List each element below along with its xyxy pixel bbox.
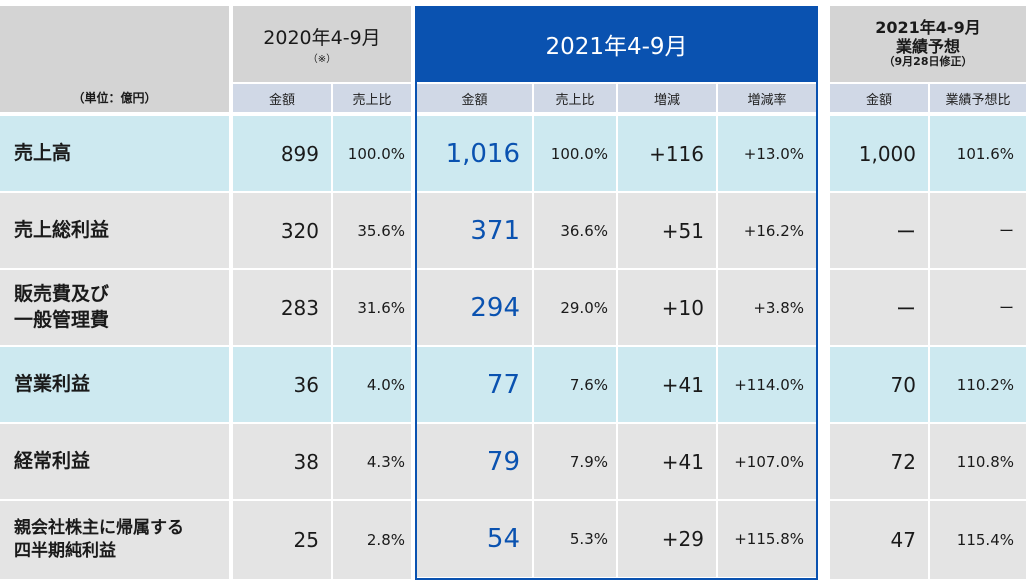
- prev-amount-cell: 38: [233, 424, 331, 499]
- sub-prev-amount-label: 金額: [268, 92, 295, 108]
- sub-curr-change-rate-label: 増減率: [747, 92, 787, 108]
- prev-period-header: 2020年4-9月 （※）: [233, 6, 411, 82]
- sub-prev-amount: 金額: [233, 84, 331, 112]
- table-row-label: 親会社株主に帰属する 四半期純利益: [0, 501, 229, 579]
- forecast-title-3: （9月28日修正）: [883, 55, 973, 69]
- sub-prev-ratio-label: 売上比: [352, 92, 392, 108]
- change-cell: +51: [618, 193, 716, 268]
- change-rate-cell: +115.8%: [718, 501, 816, 577]
- prev-period-note: （※）: [307, 54, 337, 65]
- change-rate-cell: +3.8%: [718, 270, 816, 345]
- forecast-title-1: 2021年4-9月: [875, 18, 981, 38]
- change-rate-cell: +16.2%: [718, 193, 816, 268]
- sub-fc-amount-label: 金額: [865, 92, 892, 108]
- change-cell: +116: [618, 116, 716, 191]
- sub-fc-ratio: 業績予想比: [930, 84, 1026, 112]
- fc-ratio-cell: 115.4%: [930, 501, 1026, 579]
- curr-ratio-cell: 5.3%: [534, 501, 616, 577]
- curr-ratio-cell: 36.6%: [534, 193, 616, 268]
- row-label-line: 販売費及び: [14, 282, 110, 305]
- change-cell: +41: [618, 347, 716, 422]
- fc-amount-cell: 72: [830, 424, 928, 499]
- curr-period-title: 2021年4-9月: [545, 34, 688, 60]
- prev-ratio-cell: 2.8%: [333, 501, 411, 579]
- row-label-line: 一般管理費: [14, 308, 110, 331]
- prev-ratio-cell: 100.0%: [333, 116, 411, 191]
- sub-curr-ratio: 売上比: [534, 84, 616, 112]
- unit-label: （単位：億円）: [72, 91, 157, 105]
- table-row-label: 経常利益: [0, 424, 229, 499]
- sub-curr-amount-label: 金額: [461, 92, 488, 108]
- sub-curr-change-label: 増減: [653, 92, 680, 108]
- curr-amount-cell: 1,016: [417, 116, 532, 191]
- table-row-label: 営業利益: [0, 347, 229, 422]
- row-label-line: 売上高: [14, 141, 72, 164]
- sub-prev-ratio: 売上比: [333, 84, 411, 112]
- row-label-line: 四半期純利益: [14, 541, 116, 561]
- row-label-line: 営業利益: [14, 372, 91, 395]
- prev-amount-cell: 283: [233, 270, 331, 345]
- change-cell: +10: [618, 270, 716, 345]
- prev-ratio-cell: 31.6%: [333, 270, 411, 345]
- curr-ratio-cell: 7.6%: [534, 347, 616, 422]
- fc-ratio-cell: 110.2%: [930, 347, 1026, 422]
- curr-ratio-cell: 7.9%: [534, 424, 616, 499]
- change-cell: +29: [618, 501, 716, 577]
- table-row-label: 売上高: [0, 116, 229, 191]
- fc-ratio-cell: ー: [930, 193, 1026, 268]
- table-row-label: 販売費及び一般管理費: [0, 270, 229, 345]
- curr-amount-cell: 294: [417, 270, 532, 345]
- change-rate-cell: +13.0%: [718, 116, 816, 191]
- fc-amount-cell: ー: [830, 193, 928, 268]
- change-rate-cell: +114.0%: [718, 347, 816, 422]
- forecast-title-2: 業績予想: [895, 36, 960, 56]
- curr-period-header: 2021年4-9月: [415, 6, 818, 82]
- sub-curr-ratio-label: 売上比: [555, 92, 595, 108]
- table-row-label: 売上総利益: [0, 193, 229, 268]
- fc-ratio-cell: 101.6%: [930, 116, 1026, 191]
- sub-curr-amount: 金額: [417, 84, 532, 112]
- forecast-header: 2021年4-9月 業績予想 （9月28日修正）: [830, 6, 1026, 82]
- curr-amount-cell: 54: [417, 501, 532, 577]
- prev-amount-cell: 320: [233, 193, 331, 268]
- change-rate-cell: +107.0%: [718, 424, 816, 499]
- prev-ratio-cell: 35.6%: [333, 193, 411, 268]
- curr-amount-cell: 371: [417, 193, 532, 268]
- prev-ratio-cell: 4.0%: [333, 347, 411, 422]
- change-cell: +41: [618, 424, 716, 499]
- fc-amount-cell: 47: [830, 501, 928, 579]
- sub-fc-amount: 金額: [830, 84, 928, 112]
- curr-amount-cell: 77: [417, 347, 532, 422]
- curr-amount-cell: 79: [417, 424, 532, 499]
- row-label-line: 親会社株主に帰属する: [14, 518, 184, 539]
- fc-amount-cell: 1,000: [830, 116, 928, 191]
- prev-amount-cell: 899: [233, 116, 331, 191]
- fc-ratio-cell: 110.8%: [930, 424, 1026, 499]
- sub-fc-ratio-label: 業績予想比: [945, 92, 1011, 108]
- fc-amount-cell: 70: [830, 347, 928, 422]
- row-label-line: 売上総利益: [14, 218, 110, 241]
- prev-ratio-cell: 4.3%: [333, 424, 411, 499]
- prev-amount-cell: 25: [233, 501, 331, 579]
- curr-ratio-cell: 29.0%: [534, 270, 616, 345]
- fc-ratio-cell: ー: [930, 270, 1026, 345]
- sub-curr-change: 増減: [618, 84, 716, 112]
- sub-curr-change-rate: 増減率: [718, 84, 816, 112]
- curr-ratio-cell: 100.0%: [534, 116, 616, 191]
- prev-period-title: 2020年4-9月: [263, 27, 381, 49]
- prev-amount-cell: 36: [233, 347, 331, 422]
- unit-label-cell: （単位：億円）: [0, 6, 229, 112]
- fc-amount-cell: ー: [830, 270, 928, 345]
- row-label-line: 経常利益: [14, 449, 91, 472]
